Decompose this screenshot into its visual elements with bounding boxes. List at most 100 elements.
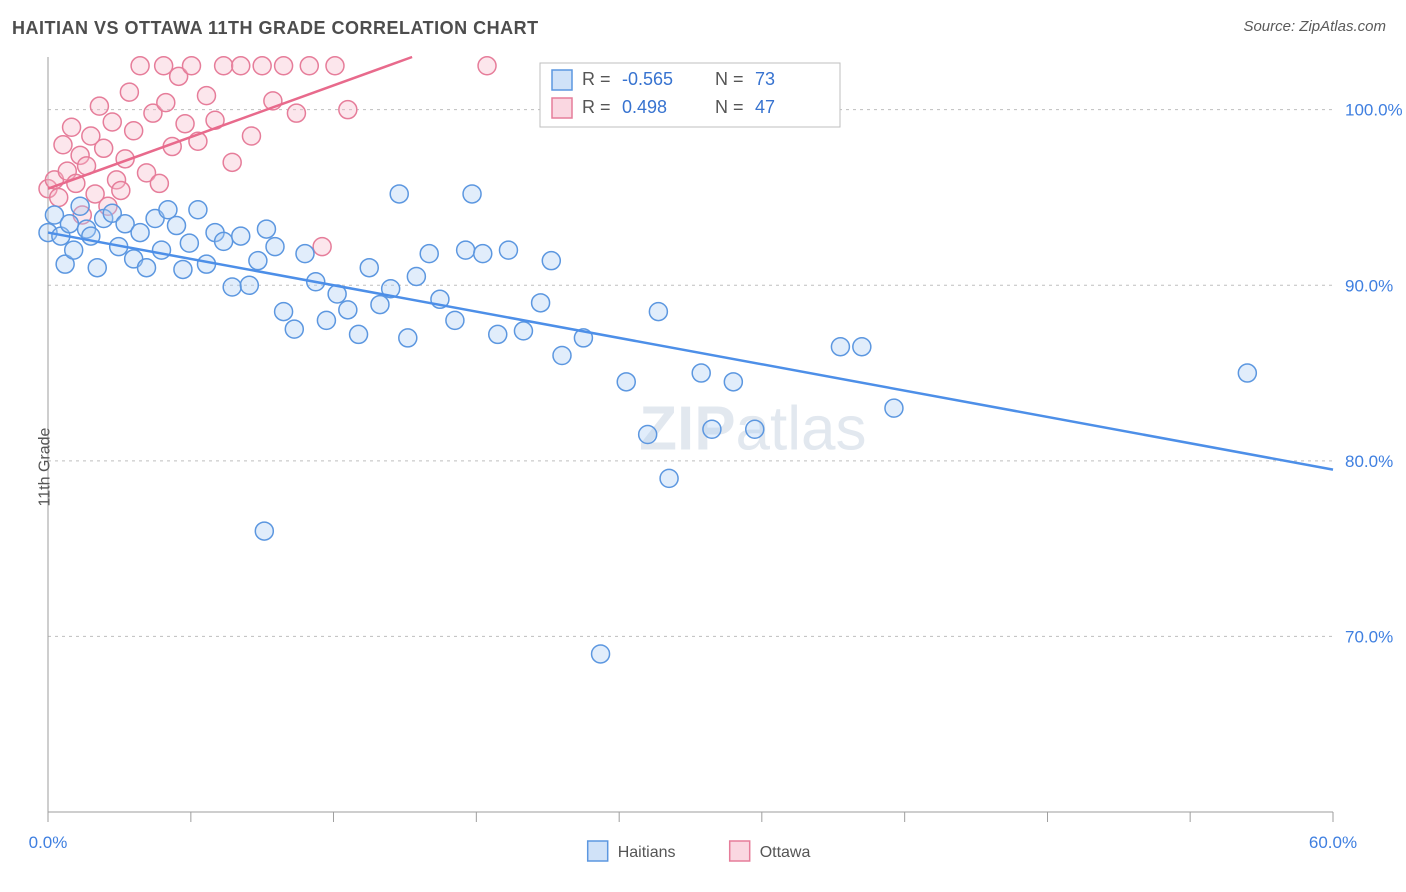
data-point [125,122,143,140]
data-point [592,645,610,663]
data-point [112,181,130,199]
legend-swatch [552,70,572,90]
data-point [240,276,258,294]
data-point [215,232,233,250]
data-point [153,241,171,259]
data-point [71,197,89,215]
data-point [253,57,271,75]
data-point [60,215,78,233]
data-point [287,104,305,122]
data-point [660,469,678,487]
chart-title: HAITIAN VS OTTAWA 11TH GRADE CORRELATION… [12,18,539,39]
data-point [54,136,72,154]
data-point [232,57,250,75]
data-point [617,373,635,391]
stat-n-value: 47 [755,97,775,117]
data-point [542,252,560,270]
data-point [499,241,517,259]
y-tick-label: 100.0% [1345,101,1403,120]
data-point [159,201,177,219]
y-tick-label: 80.0% [1345,452,1393,471]
data-point [420,245,438,263]
data-point [478,57,496,75]
data-point [197,87,215,105]
data-point [553,346,571,364]
stat-label: N = [715,97,744,117]
data-point [88,259,106,277]
data-point [223,153,241,171]
stat-label: N = [715,69,744,89]
data-point [176,115,194,133]
data-point [1238,364,1256,382]
stat-label: R = [582,69,611,89]
data-point [249,252,267,270]
data-point [90,97,108,115]
data-point [174,260,192,278]
data-point [639,426,657,444]
data-point [390,185,408,203]
data-point [339,301,357,319]
data-point [168,217,186,235]
y-axis-label: 11th Grade [36,428,54,507]
stat-r-value: -0.565 [622,69,673,89]
data-point [131,57,149,75]
data-point [746,420,764,438]
data-point [103,113,121,131]
data-point [275,303,293,321]
data-point [182,57,200,75]
stat-label: R = [582,97,611,117]
data-point [266,238,284,256]
data-point [692,364,710,382]
data-point [360,259,378,277]
data-point [313,238,331,256]
y-tick-label: 70.0% [1345,627,1393,646]
data-point [131,224,149,242]
data-point [257,220,275,238]
legend-swatch [588,841,608,861]
data-point [831,338,849,356]
data-point [189,201,207,219]
data-point [371,296,389,314]
data-point [285,320,303,338]
data-point [232,227,250,245]
data-point [514,322,532,340]
legend-swatch [730,841,750,861]
data-point [489,325,507,343]
data-point [275,57,293,75]
data-point [65,241,83,259]
data-point [95,139,113,157]
data-point [215,57,233,75]
chart-area: 11th Grade 70.0%80.0%90.0%100.0%ZIPatlas… [0,47,1406,887]
data-point [150,174,168,192]
data-point [326,57,344,75]
data-point [532,294,550,312]
data-point [63,118,81,136]
data-point [242,127,260,145]
legend-label: Ottawa [760,844,811,861]
data-point [138,259,156,277]
data-point [223,278,241,296]
data-point [463,185,481,203]
data-point [255,522,273,540]
x-tick-label: 0.0% [29,833,68,852]
stat-n-value: 73 [755,69,775,89]
data-point [399,329,417,347]
data-point [300,57,318,75]
data-point [339,101,357,119]
data-point [703,420,721,438]
data-point [296,245,314,263]
source-attribution: Source: ZipAtlas.com [1243,18,1386,35]
data-point [853,338,871,356]
data-point [50,188,68,206]
y-tick-label: 90.0% [1345,276,1393,295]
stat-r-value: 0.498 [622,97,667,117]
data-point [350,325,368,343]
scatter-plot-svg: 70.0%80.0%90.0%100.0%ZIPatlas0.0%60.0%R … [0,47,1406,887]
data-point [457,241,475,259]
data-point [724,373,742,391]
legend-swatch [552,98,572,118]
data-point [474,245,492,263]
data-point [407,267,425,285]
data-point [120,83,138,101]
data-point [446,311,464,329]
